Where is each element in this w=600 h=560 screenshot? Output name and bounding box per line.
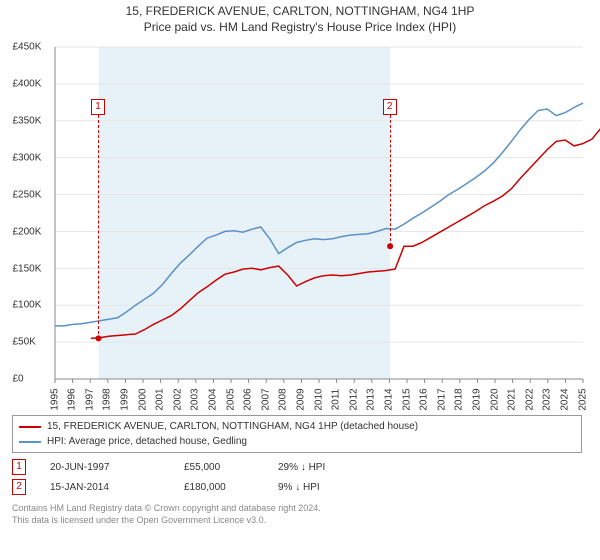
x-tick-label: 2001 [155, 389, 166, 411]
y-tick-label: £50K [13, 337, 36, 348]
x-tick-label: 2002 [172, 389, 183, 411]
x-tick-label: 2008 [278, 389, 289, 411]
sale-marker-line [390, 115, 391, 246]
sale-date: 20-JUN-1997 [50, 462, 160, 473]
sale-marker-flag: 1 [91, 99, 105, 115]
x-tick-label: 1996 [67, 389, 78, 411]
x-tick-label: 2018 [454, 389, 465, 411]
sales-list: 1 20-JUN-1997 £55,000 29% ↓ HPI 2 15-JAN-2014… [12, 459, 600, 495]
y-tick-label: £400K [13, 79, 42, 90]
x-tick-label: 1999 [119, 389, 130, 411]
title-main: 15, FREDERICK AVENUE, CARLTON, NOTTINGHA… [0, 4, 600, 20]
y-tick-label: £300K [13, 152, 42, 163]
sale-marker-flag: 2 [383, 99, 397, 115]
chart-container: £0 £50K £100K £150K £200K £250K £300K £350K £400… [13, 39, 588, 409]
legend-item: HPI: Average price, detached house, Gedl… [19, 434, 575, 449]
sale-num: 2 [12, 479, 26, 495]
x-tick-label: 2006 [243, 389, 254, 411]
x-tick-label: 2017 [436, 389, 447, 411]
x-tick-label: 2004 [207, 389, 218, 411]
chart-titles: 15, FREDERICK AVENUE, CARLTON, NOTTINGHA… [0, 0, 600, 35]
sale-diff: 29% ↓ HPI [278, 462, 368, 473]
x-tick-label: 2009 [295, 389, 306, 411]
sale-row: 2 15-JAN-2014 £180,000 9% ↓ HPI [12, 479, 600, 495]
x-tick-label: 2024 [559, 389, 570, 411]
x-tick-label: 2020 [489, 389, 500, 411]
footer: Contains HM Land Registry data © Crown c… [12, 503, 600, 526]
x-tick-label: 2025 [577, 389, 588, 411]
sale-date: 15-JAN-2014 [50, 482, 160, 493]
x-tick-label: 2003 [190, 389, 201, 411]
y-tick-label: £250K [13, 189, 42, 200]
sale-price: £55,000 [184, 462, 254, 473]
x-tick-label: 2021 [507, 389, 518, 411]
footer-line2: This data is licensed under the Open Gov… [12, 515, 600, 527]
legend-swatch [19, 426, 41, 428]
y-tick-label: £350K [13, 115, 42, 126]
x-tick-label: 1998 [102, 389, 113, 411]
x-tick-label: 2011 [331, 389, 342, 411]
x-tick-label: 2019 [471, 389, 482, 411]
x-tick-label: 2013 [366, 389, 377, 411]
title-sub: Price paid vs. HM Land Registry's House … [0, 20, 600, 36]
legend-label: HPI: Average price, detached house, Gedl… [47, 434, 247, 449]
x-tick-label: 2012 [348, 389, 359, 411]
footer-line1: Contains HM Land Registry data © Crown c… [12, 503, 600, 515]
sale-marker-line [98, 115, 99, 339]
y-tick-label: £200K [13, 226, 42, 237]
legend-label: 15, FREDERICK AVENUE, CARLTON, NOTTINGHA… [47, 419, 418, 434]
x-tick-label: 2000 [137, 389, 148, 411]
sale-num: 1 [12, 459, 26, 475]
y-tick-label: £0 [13, 374, 24, 385]
plot-svg [55, 47, 583, 379]
sale-price: £180,000 [184, 482, 254, 493]
x-tick-label: 2010 [313, 389, 324, 411]
legend-swatch [19, 441, 41, 443]
x-tick-label: 2023 [542, 389, 553, 411]
x-tick-label: 2005 [225, 389, 236, 411]
x-tick-label: 2015 [401, 389, 412, 411]
x-tick-label: 1995 [49, 389, 60, 411]
y-tick-label: £150K [13, 263, 42, 274]
x-tick-label: 2007 [260, 389, 271, 411]
x-tick-label: 2014 [383, 389, 394, 411]
plot-area [55, 47, 583, 379]
legend-item: 15, FREDERICK AVENUE, CARLTON, NOTTINGHA… [19, 419, 575, 434]
x-tick-label: 1997 [84, 389, 95, 411]
legend: 15, FREDERICK AVENUE, CARLTON, NOTTINGHA… [12, 415, 582, 453]
sale-diff: 9% ↓ HPI [278, 482, 368, 493]
y-tick-label: £450K [13, 42, 42, 53]
y-tick-label: £100K [13, 300, 42, 311]
x-tick-label: 2022 [524, 389, 535, 411]
x-tick-label: 2016 [419, 389, 430, 411]
sale-row: 1 20-JUN-1997 £55,000 29% ↓ HPI [12, 459, 600, 475]
